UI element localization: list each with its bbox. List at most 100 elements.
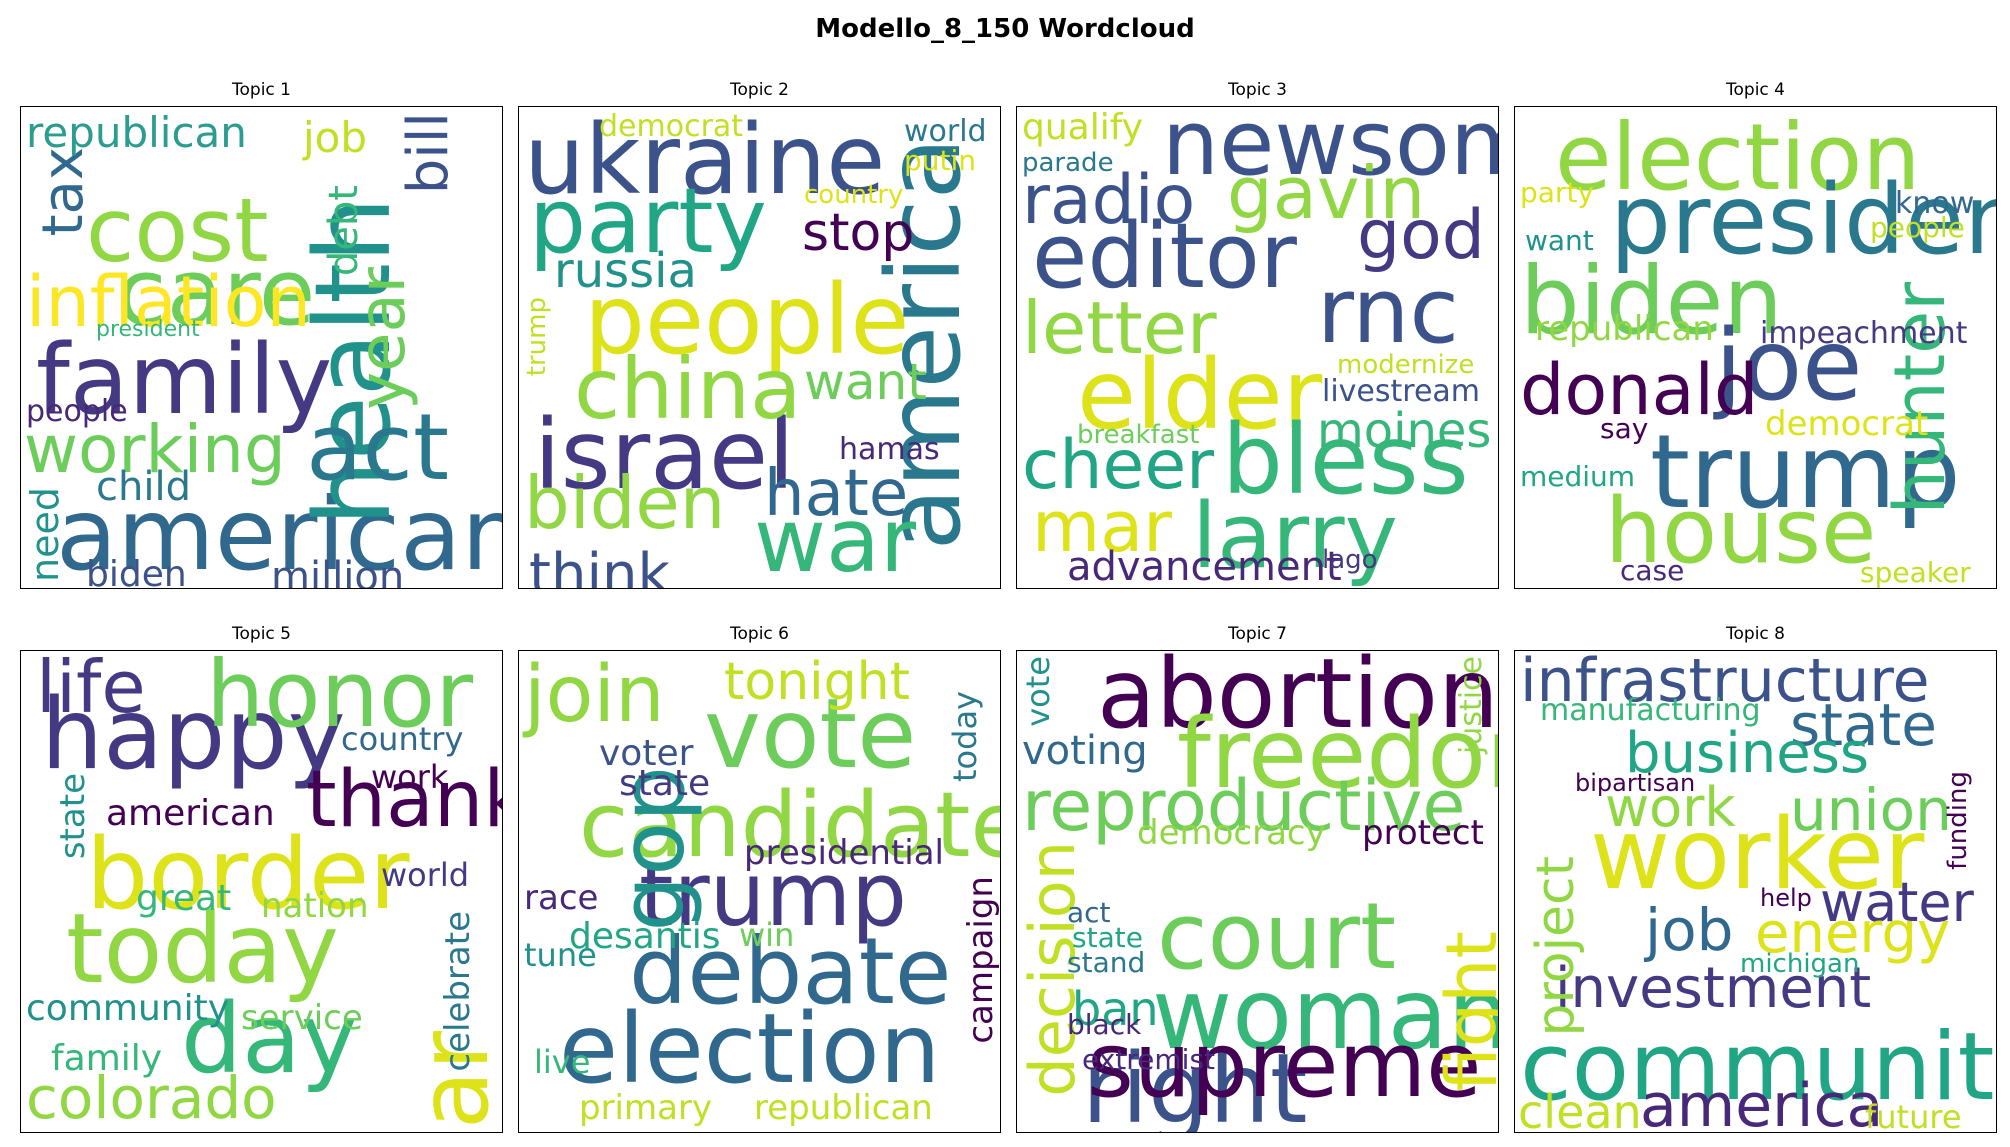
- wordcloud-word: stand: [1067, 946, 1146, 979]
- topic-panel: Topic 5happyhonorbordertodaydayyearthank…: [20, 624, 503, 1134]
- wordcloud-word: case: [1620, 554, 1685, 587]
- wordcloud-word: letter: [1022, 286, 1217, 370]
- wordcloud-word: world: [381, 856, 470, 894]
- topic-title: Topic 1: [232, 80, 291, 100]
- wordcloud-word: join: [524, 650, 665, 740]
- wordcloud-word: job: [1645, 896, 1734, 964]
- wordcloud-word: democrat: [1765, 404, 1929, 444]
- wordcloud-word: people: [26, 394, 128, 429]
- wordcloud-word: year: [346, 267, 420, 410]
- wordcloud-word: black: [1067, 1008, 1142, 1041]
- wordcloud-word: court: [1157, 883, 1397, 990]
- wordcloud-word: war: [754, 489, 917, 589]
- wordcloud-word: justice: [1454, 656, 1489, 755]
- wordcloud-word: million: [271, 554, 405, 589]
- topic-panel: Topic 6 election debate vote candidate trump g…: [518, 624, 1001, 1134]
- wordcloud-word: president: [96, 317, 200, 342]
- wordcloud-word: american: [56, 476, 503, 589]
- topic-panel: Topic 2 ukraine people america israel party wa…: [518, 80, 1001, 590]
- wordcloud-word: impeachment: [1760, 316, 1968, 351]
- wordcloud-word: god: [1357, 196, 1485, 275]
- wordcloud-word: mar: [1032, 486, 1172, 568]
- wordcloud-word: livestream: [1322, 374, 1481, 409]
- wordcloud-word: community: [26, 988, 230, 1029]
- wordcloud-word: debate: [629, 918, 952, 1025]
- topic-title: Topic 4: [1726, 80, 1785, 100]
- wordcloud: ukraine people america israel party war china b…: [518, 106, 1001, 589]
- wordcloud-word: clean: [1518, 1085, 1642, 1133]
- wordcloud-word: editor: [1032, 204, 1297, 309]
- wordcloud-word: voting: [1022, 728, 1148, 774]
- wordcloud-word: celebrate: [438, 911, 478, 1072]
- wordcloud: worker community infrastructurestatebusine…: [1514, 650, 1997, 1133]
- wordcloud-word: protect: [1362, 813, 1484, 853]
- wordcloud-word: campaign: [961, 876, 1001, 1044]
- wordcloud-word: biden: [524, 461, 726, 545]
- wordcloud-word: trump: [639, 843, 908, 946]
- topic-title: Topic 7: [1228, 624, 1287, 644]
- wordcloud-word: help: [1760, 884, 1812, 912]
- wordcloud-word: today: [66, 893, 339, 1005]
- wordcloud-word: infrastructure: [1520, 650, 1930, 716]
- wordcloud-word: hamas: [839, 432, 940, 467]
- wordcloud-word: candidate: [579, 773, 1001, 878]
- wordcloud-word: abortion: [1097, 650, 1499, 750]
- wordcloud-word: border: [86, 818, 410, 932]
- wordcloud-word: trump: [522, 297, 552, 377]
- wordcloud-word: energy: [1755, 901, 1951, 966]
- wordcloud-word: extremist: [1082, 1043, 1216, 1076]
- wordcloud-word: putin: [904, 144, 977, 177]
- wordcloud-word: ukraine: [524, 106, 886, 216]
- wordcloud-word: thank: [306, 755, 502, 845]
- wordcloud-word: great: [136, 878, 232, 919]
- wordcloud-word: cost: [86, 179, 269, 282]
- wordcloud-word: state: [1790, 691, 1937, 759]
- wordcloud-word: house: [1605, 479, 1877, 584]
- wordcloud-word: live: [534, 1043, 591, 1081]
- wordcloud-word: moines: [1317, 403, 1492, 459]
- wordcloud-word: country: [804, 180, 904, 210]
- wordcloud-word: michigan: [1740, 949, 1860, 979]
- wordcloud-word: fight: [1431, 931, 1499, 1092]
- wordcloud-word: say: [1600, 412, 1649, 445]
- wordcloud-word: job: [303, 113, 368, 162]
- wordcloud-word: hate: [764, 457, 909, 531]
- wordcloud-word: know: [1895, 186, 1975, 221]
- wordcloud-word: people: [1870, 211, 1965, 244]
- wordcloud-word: biden: [86, 554, 187, 589]
- wordcloud-word: need: [23, 487, 67, 582]
- wordcloud-word: tax: [31, 147, 96, 237]
- wordcloud: american family health care cost act inflation…: [20, 106, 503, 589]
- wordcloud-word: bipartisan: [1575, 769, 1696, 797]
- topic-panel: Topic 1 american family health care cost act in…: [20, 80, 503, 590]
- wordcloud-word: donald: [1520, 349, 1759, 431]
- wordcloud-word: party: [529, 169, 767, 274]
- wordcloud-word: nation: [261, 886, 369, 926]
- wordcloud-word: trump: [1650, 413, 1961, 532]
- wordcloud-word: right: [1082, 1033, 1308, 1133]
- wordcloud: happyhonorbordertodaydayyearthanklifecol…: [20, 650, 503, 1133]
- figure-title: Modello_8_150 Wordcloud: [815, 14, 1195, 44]
- wordcloud-word: election: [1555, 106, 1921, 211]
- wordcloud-word: joe: [1715, 309, 1863, 423]
- wordcloud-word: people: [584, 264, 910, 376]
- wordcloud-word: republican: [26, 108, 247, 157]
- wordcloud-word: cheer: [1022, 426, 1215, 505]
- wordcloud-word: colorado: [26, 1064, 277, 1132]
- wordcloud-word: bless: [1222, 404, 1469, 516]
- wordcloud-word: supreme: [1087, 1013, 1482, 1118]
- wordcloud-word: rnc: [1317, 259, 1459, 364]
- wordcloud-word: tune: [524, 936, 597, 974]
- wordcloud-word: israel: [534, 399, 795, 511]
- wordcloud-word: state: [53, 773, 93, 860]
- wordcloud-word: republican: [754, 1088, 933, 1128]
- wordcloud-word: bill: [396, 112, 461, 195]
- wordcloud-word: speaker: [1860, 556, 1971, 589]
- wordcloud-word: country: [341, 720, 464, 758]
- wordcloud-word: desantis: [569, 916, 721, 957]
- wordcloud-word: work: [371, 758, 449, 796]
- topic-panel: Topic 8 worker community infrastructurestat…: [1514, 624, 1997, 1134]
- wordcloud-word: party: [1520, 176, 1594, 209]
- wordcloud-word: advancement: [1067, 544, 1342, 589]
